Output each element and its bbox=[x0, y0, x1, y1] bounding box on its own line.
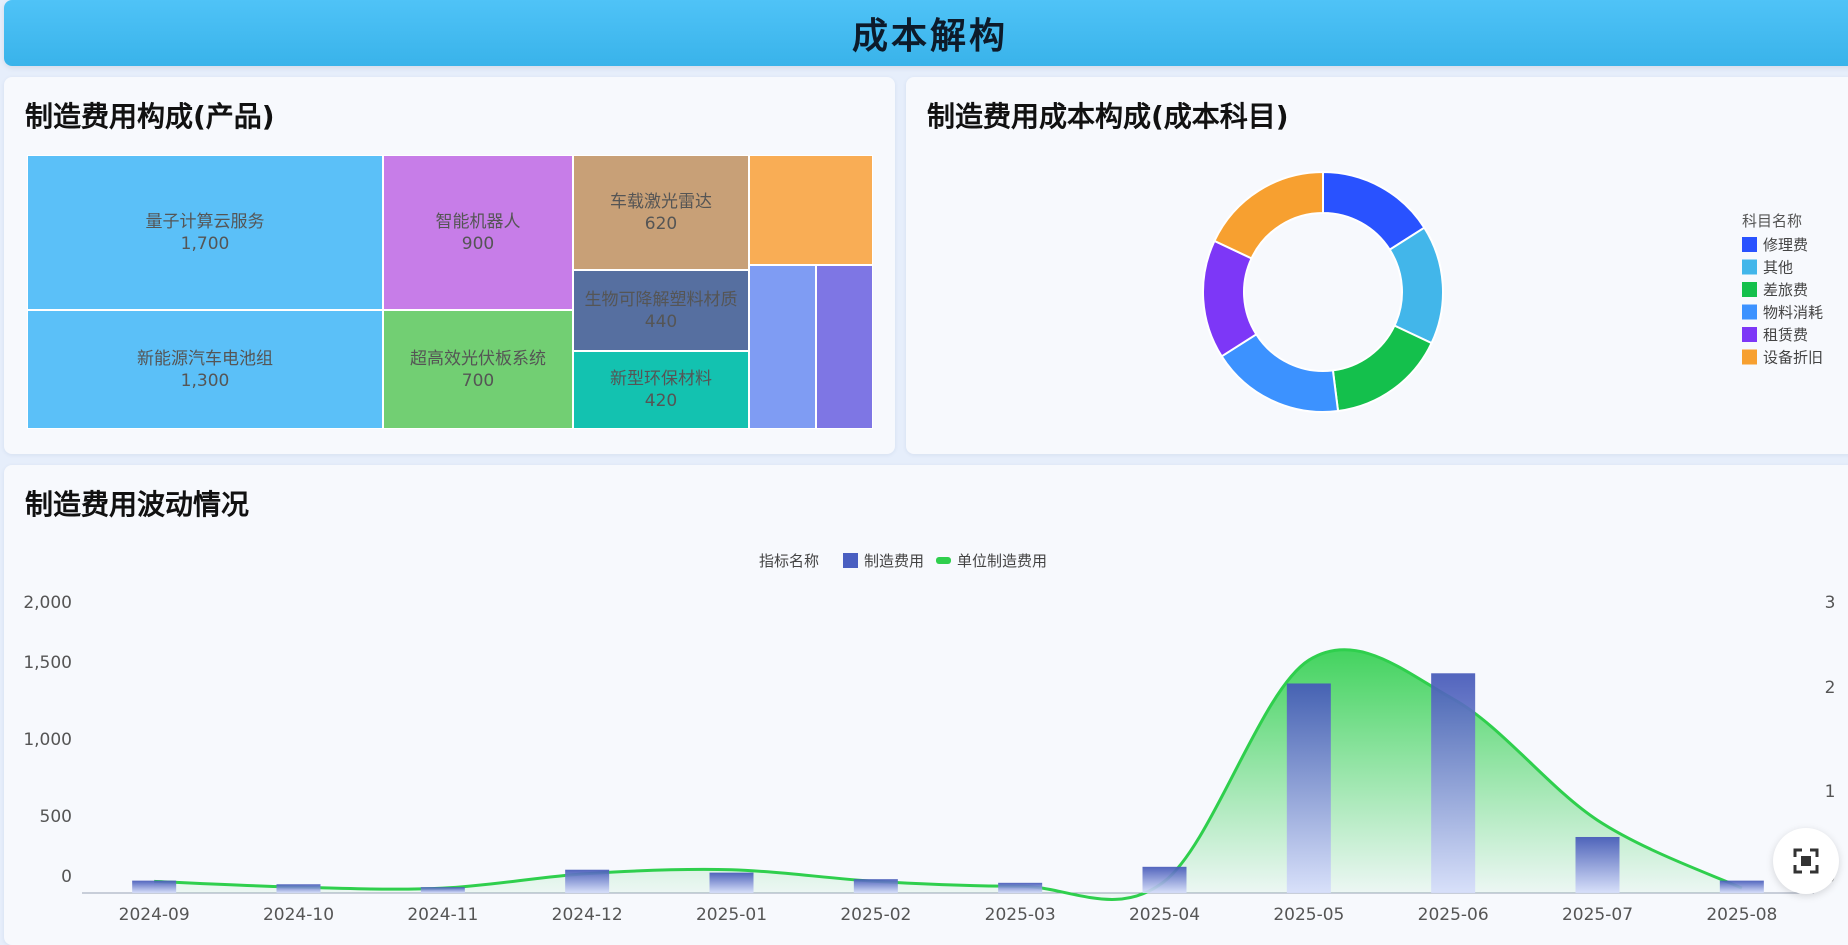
bar[interactable] bbox=[276, 884, 321, 893]
trend-panel-title: 制造费用波动情况 bbox=[25, 488, 250, 521]
trend-legend-title: 指标名称 bbox=[759, 552, 819, 570]
treemap-cell-value: 620 bbox=[644, 213, 678, 234]
donut-panel-title: 制造费用成本构成(成本科目) bbox=[927, 100, 1289, 133]
page-header: 成本解构 bbox=[4, 0, 1848, 66]
x-tick-label: 2024-12 bbox=[552, 905, 623, 925]
x-tick-label: 2024-11 bbox=[407, 905, 478, 925]
treemap-cell-name: 智能机器人 bbox=[435, 211, 521, 232]
bar[interactable] bbox=[998, 882, 1043, 893]
x-tick-label: 2025-08 bbox=[1706, 905, 1777, 925]
legend-swatch bbox=[1742, 327, 1757, 342]
y-right-tick-label: 3 bbox=[1825, 593, 1836, 613]
x-tick-label: 2024-09 bbox=[119, 905, 190, 925]
treemap-cell-name: 新能源汽车电池组 bbox=[137, 348, 273, 369]
donut-panel: 制造费用成本构成(成本科目) 科目名称 修理费其他差旅费物料消耗租赁费设备折旧 bbox=[906, 77, 1848, 454]
treemap-cell-name: 生物可降解塑料材质 bbox=[584, 289, 738, 310]
legend-swatch bbox=[1742, 304, 1757, 320]
x-tick-label: 2024-10 bbox=[263, 905, 334, 925]
x-tick-label: 2025-03 bbox=[985, 905, 1056, 925]
bar[interactable] bbox=[1431, 673, 1476, 893]
y-left-tick-label: 1,000 bbox=[23, 730, 72, 750]
donut-slice[interactable] bbox=[1388, 226, 1444, 345]
legend-swatch bbox=[936, 557, 951, 564]
treemap-cell[interactable] bbox=[749, 155, 873, 265]
bar[interactable] bbox=[853, 879, 898, 893]
treemap-chart: 量子计算云服务 1,700 新能源汽车电池组 1,300 智能机器人 900 超… bbox=[27, 155, 873, 429]
treemap-cell[interactable] bbox=[749, 265, 816, 429]
treemap-cell[interactable]: 智能机器人 900 bbox=[383, 155, 573, 310]
treemap-cell-name: 车载激光雷达 bbox=[610, 191, 712, 212]
trend-panel: 制造费用波动情况 指标名称 制造费用 单位制造费用 2,000 1,500 1,000… bbox=[4, 465, 1848, 945]
treemap-panel: 制造费用构成(产品) 量子计算云服务 1,700 新能源汽车电池组 1,300 … bbox=[4, 77, 895, 454]
treemap-cell[interactable]: 生物可降解塑料材质 440 bbox=[573, 270, 749, 351]
y-left-tick-label: 500 bbox=[40, 807, 72, 827]
treemap-cell-value: 1,300 bbox=[180, 370, 230, 391]
legend-label[interactable]: 差旅费 bbox=[1763, 281, 1808, 299]
legend-label[interactable]: 修理费 bbox=[1763, 236, 1808, 254]
bar[interactable] bbox=[1142, 866, 1187, 893]
x-tick-label: 2025-01 bbox=[696, 905, 767, 925]
bar[interactable] bbox=[420, 887, 465, 893]
legend-label[interactable]: 其他 bbox=[1763, 259, 1793, 277]
treemap-cell-name: 新型环保材料 bbox=[610, 369, 712, 389]
legend-label[interactable]: 物料消耗 bbox=[1763, 304, 1823, 322]
y-left-tick-label: 0 bbox=[61, 867, 72, 887]
y-right-tick-label: 2 bbox=[1825, 678, 1836, 698]
legend-label[interactable]: 租赁费 bbox=[1763, 326, 1808, 344]
donut-slice[interactable] bbox=[1331, 324, 1433, 413]
donut-slice[interactable] bbox=[1202, 239, 1258, 358]
legend-swatch bbox=[1742, 282, 1757, 297]
treemap-cell[interactable]: 新型环保材料 420 bbox=[573, 351, 749, 429]
x-tick-label: 2025-04 bbox=[1129, 905, 1200, 925]
legend-label[interactable]: 制造费用 bbox=[864, 552, 924, 570]
treemap-cell-name: 超高效光伏板系统 bbox=[410, 348, 546, 369]
donut-slice[interactable] bbox=[1213, 170, 1324, 260]
legend-label[interactable]: 设备折旧 bbox=[1763, 349, 1823, 367]
treemap-cell-value: 700 bbox=[461, 370, 495, 391]
y-left-tick-label: 2,000 bbox=[23, 593, 72, 613]
legend-swatch bbox=[1742, 349, 1757, 365]
x-tick-label: 2025-06 bbox=[1418, 905, 1489, 925]
treemap-panel-title: 制造费用构成(产品) bbox=[25, 100, 275, 133]
fullscreen-icon bbox=[1793, 848, 1819, 874]
treemap-cell[interactable]: 超高效光伏板系统 700 bbox=[383, 310, 573, 429]
treemap-cell[interactable]: 量子计算云服务 1,700 bbox=[27, 155, 383, 310]
bar[interactable] bbox=[709, 872, 754, 893]
legend-swatch bbox=[1742, 237, 1757, 252]
treemap-cell-value: 420 bbox=[644, 391, 678, 411]
treemap-cell-value: 900 bbox=[461, 233, 495, 254]
treemap-cell-value: 440 bbox=[644, 311, 678, 332]
bar[interactable] bbox=[565, 869, 610, 893]
treemap-cell-name: 量子计算云服务 bbox=[145, 211, 265, 232]
legend-label[interactable]: 单位制造费用 bbox=[957, 552, 1047, 570]
treemap-cell[interactable] bbox=[816, 265, 873, 429]
bar[interactable] bbox=[1719, 880, 1764, 893]
page-title: 成本解构 bbox=[851, 16, 1008, 57]
treemap-cell-value: 1,700 bbox=[180, 233, 230, 254]
x-tick-label: 2025-05 bbox=[1273, 905, 1344, 925]
area-fill bbox=[154, 649, 1742, 900]
donut-legend-title: 科目名称 bbox=[1742, 212, 1802, 230]
y-left-tick-label: 1,500 bbox=[23, 653, 72, 673]
legend-swatch bbox=[1742, 259, 1757, 275]
treemap-cell[interactable]: 车载激光雷达 620 bbox=[573, 155, 749, 270]
fullscreen-button[interactable] bbox=[1773, 828, 1839, 894]
y-right-tick-label: 1 bbox=[1825, 782, 1836, 802]
treemap-cell[interactable]: 新能源汽车电池组 1,300 bbox=[27, 310, 383, 429]
legend-swatch bbox=[843, 553, 858, 568]
x-tick-label: 2025-02 bbox=[840, 905, 911, 925]
x-tick-label: 2025-07 bbox=[1562, 905, 1633, 925]
bar[interactable] bbox=[132, 880, 177, 893]
bar[interactable] bbox=[1575, 836, 1620, 893]
bar[interactable] bbox=[1286, 683, 1331, 893]
